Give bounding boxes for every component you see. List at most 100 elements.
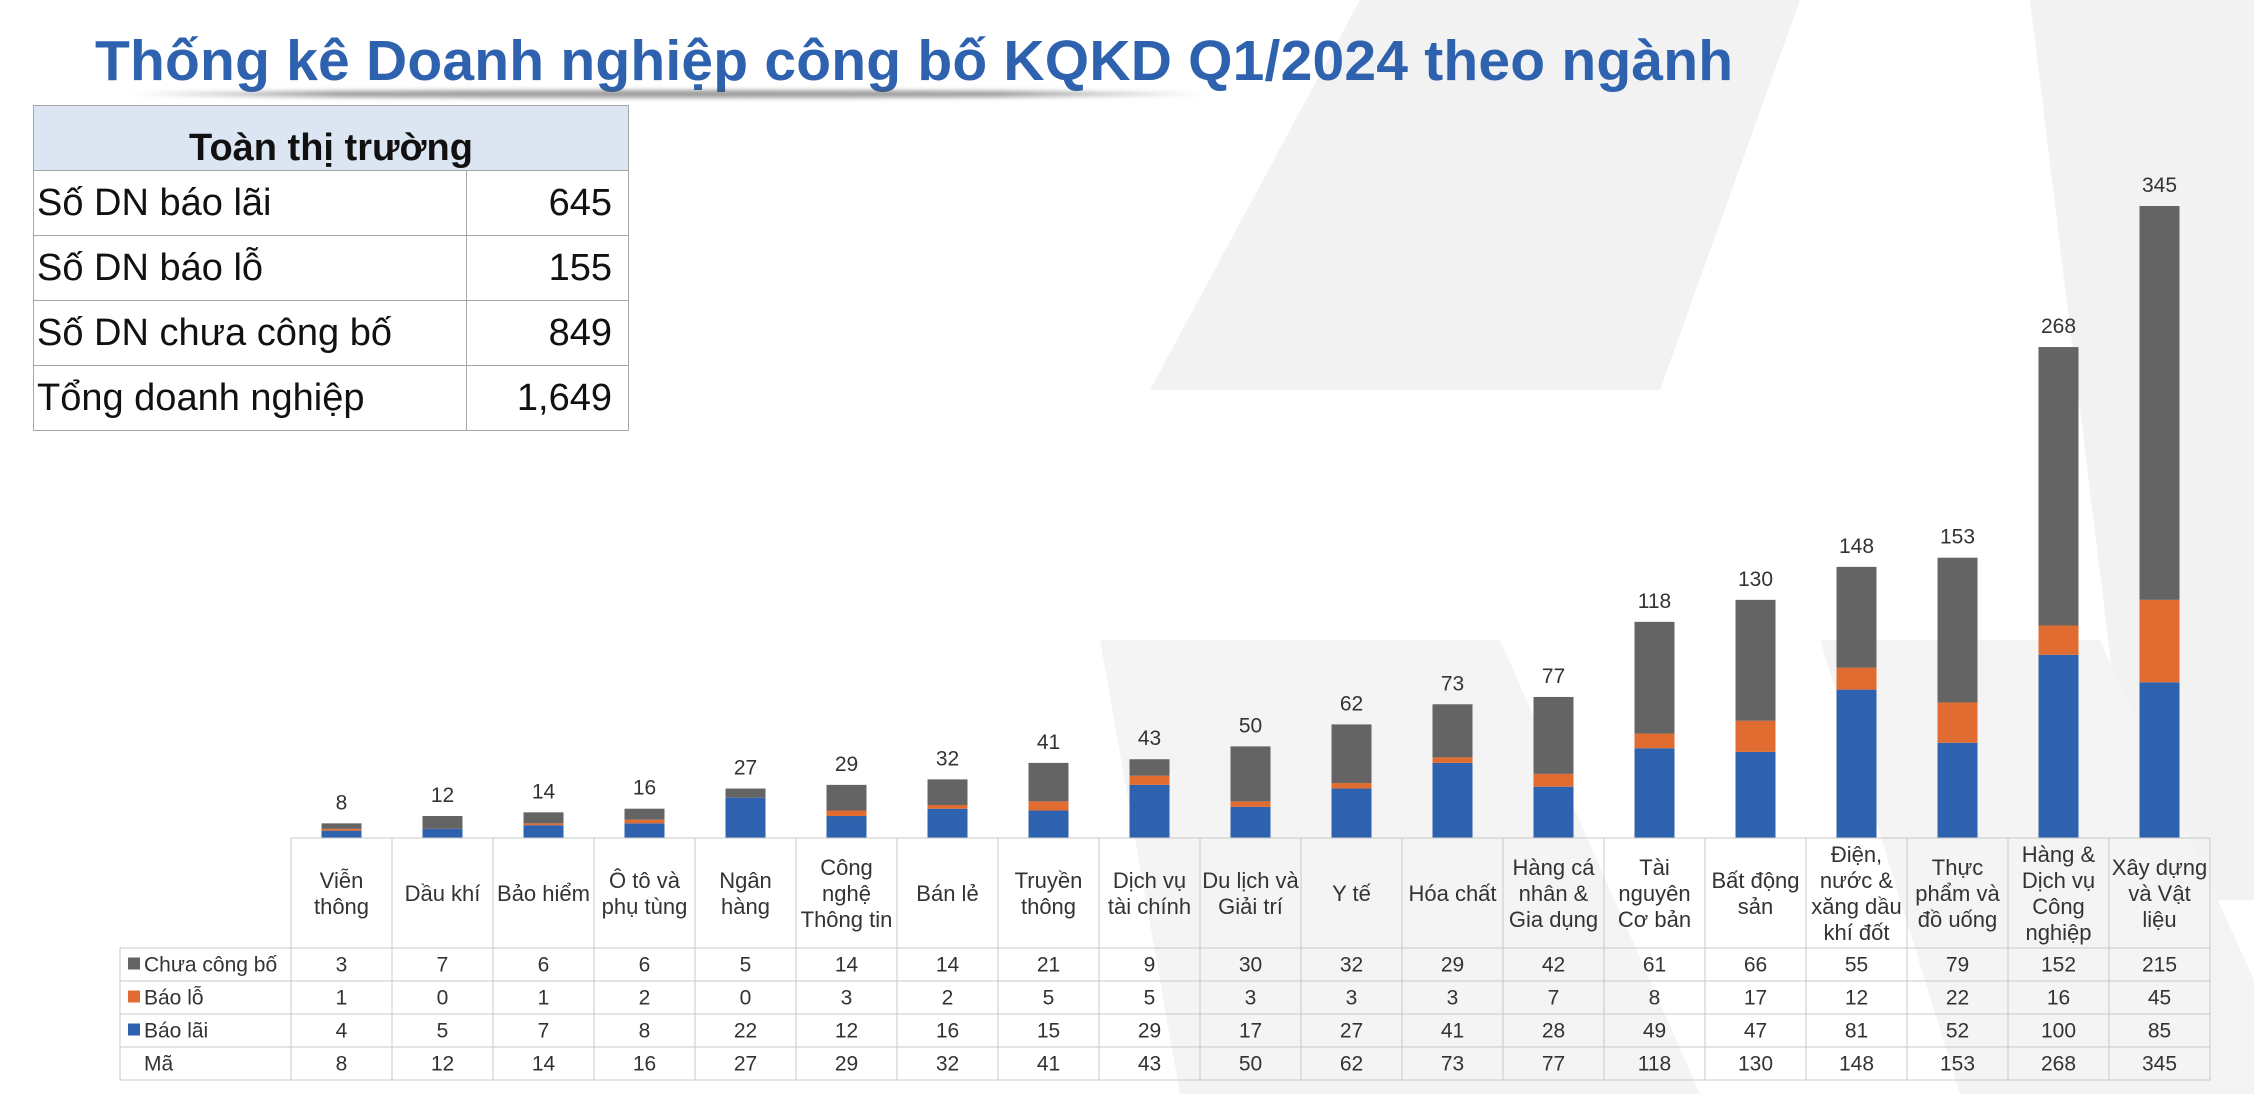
bar-segment-chua-cong-bo	[1331, 724, 1372, 784]
category-label: liệu	[2142, 907, 2176, 932]
bar-total-label: 130	[1738, 568, 1773, 591]
bar-segment-bao-lo	[1028, 801, 1069, 811]
title-underline	[118, 90, 1218, 98]
table-cell-value: 85	[2148, 1020, 2171, 1043]
table-cell-value: 8	[336, 1053, 348, 1076]
bar-segment-bao-lo	[523, 823, 564, 826]
category-label: Điện,	[1831, 842, 1882, 867]
summary-label: Số DN chưa công bố	[33, 300, 467, 366]
category-label: phẩm và	[1915, 881, 2000, 906]
category-label: Công	[2032, 894, 2085, 919]
table-cell-value: 6	[538, 954, 550, 977]
table-cell-value: 130	[1738, 1053, 1773, 1076]
table-cell-value: 28	[1542, 1020, 1565, 1043]
category-label: nước &	[1820, 868, 1894, 893]
summary-row: Số DN chưa công bố 849	[33, 300, 629, 366]
summary-row: Số DN báo lãi 645	[33, 170, 629, 236]
bar-segment-bao-lai	[1836, 689, 1877, 838]
table-cell-value: 41	[1441, 1020, 1464, 1043]
bar-total-label: 118	[1638, 590, 1671, 613]
table-row-label: Mã	[144, 1053, 173, 1076]
bar-segment-bao-lai	[927, 808, 968, 838]
bar-segment-bao-lo	[1533, 773, 1574, 787]
bar-segment-bao-lai	[321, 830, 362, 838]
category-label: thông	[1021, 894, 1076, 919]
bar-segment-bao-lai	[624, 823, 665, 838]
table-cell-value: 45	[2148, 987, 2171, 1010]
category-label: nghiệp	[2025, 920, 2091, 945]
legend-swatch-bao-lai	[128, 1023, 140, 1036]
bar-segment-chua-cong-bo	[1836, 566, 1877, 668]
category-label: sản	[1738, 894, 1773, 919]
bar-segment-bao-lai	[1533, 786, 1574, 838]
bar-segment-chua-cong-bo	[1533, 696, 1574, 774]
bar-segment-chua-cong-bo	[1230, 746, 1271, 802]
table-cell-value: 0	[437, 987, 449, 1010]
category-label: thông	[314, 894, 369, 919]
category-label: phụ tùng	[602, 894, 688, 919]
table-cell-value: 118	[1638, 1053, 1671, 1076]
category-label: hàng	[721, 894, 770, 919]
bar-segment-bao-lai	[422, 828, 463, 838]
table-cell-value: 8	[639, 1020, 651, 1043]
category-label: Bất động	[1711, 868, 1799, 893]
category-label: Hàng &	[2022, 842, 2096, 867]
table-cell-value: 50	[1239, 1053, 1262, 1076]
bar-segment-bao-lai	[523, 825, 564, 838]
table-cell-value: 8	[1649, 987, 1661, 1010]
table-cell-value: 16	[936, 1020, 959, 1043]
table-cell-value: 52	[1946, 1020, 1969, 1043]
category-label: Y tế	[1332, 881, 1371, 906]
table-cell-value: 2	[639, 987, 651, 1010]
bar-segment-bao-lo	[1937, 702, 1978, 743]
table-cell-value: 4	[336, 1020, 348, 1043]
category-label: Dịch vụ	[1113, 868, 1186, 893]
table-cell-value: 66	[1744, 954, 1767, 977]
table-cell-value: 6	[639, 954, 651, 977]
table-cell-value: 27	[734, 1053, 757, 1076]
table-cell-value: 27	[1340, 1020, 1363, 1043]
table-cell-value: 9	[1144, 954, 1156, 977]
bar-segment-bao-lai	[826, 816, 867, 838]
category-label: Hóa chất	[1408, 881, 1496, 906]
bar-segment-chua-cong-bo	[1028, 762, 1069, 802]
category-label: khí đốt	[1823, 920, 1889, 945]
table-cell-value: 3	[1346, 987, 1358, 1010]
bar-segment-bao-lo	[1129, 775, 1170, 785]
category-label: Ô tô và	[609, 868, 681, 893]
bar-segment-chua-cong-bo	[321, 823, 362, 829]
table-cell-value: 3	[841, 987, 853, 1010]
legend-swatch-bao-lo	[128, 990, 140, 1003]
market-summary-table: Toàn thị trường Số DN báo lãi 645 Số DN …	[33, 105, 629, 431]
bar-total-label: 148	[1839, 535, 1874, 558]
category-label: Dịch vụ	[2022, 868, 2095, 893]
bar-segment-bao-lai	[2139, 682, 2180, 838]
bar-total-label: 50	[1239, 714, 1262, 737]
bar-segment-chua-cong-bo	[1129, 759, 1170, 776]
table-cell-value: 55	[1845, 954, 1868, 977]
table-cell-value: 1	[538, 987, 550, 1010]
bar-segment-chua-cong-bo	[1937, 557, 1978, 703]
category-label: Gia dụng	[1509, 907, 1598, 932]
category-label: Bảo hiểm	[497, 881, 590, 906]
table-cell-value: 7	[1548, 987, 1560, 1010]
bar-total-label: 14	[532, 780, 556, 803]
table-cell-value: 30	[1239, 954, 1262, 977]
table-cell-value: 7	[437, 954, 449, 977]
category-label: nghệ	[822, 881, 871, 906]
bar-segment-chua-cong-bo	[826, 784, 867, 811]
bar-segment-chua-cong-bo	[1432, 704, 1473, 758]
bar-segment-bao-lai	[1331, 788, 1372, 838]
table-cell-value: 268	[2041, 1053, 2076, 1076]
table-cell-value: 14	[835, 954, 859, 977]
bar-segment-bao-lai	[1432, 762, 1473, 838]
table-cell-value: 3	[1447, 987, 1459, 1010]
summary-row: Tổng doanh nghiệp 1,649	[33, 365, 629, 431]
table-cell-value: 0	[740, 987, 752, 1010]
bar-total-label: 268	[2041, 315, 2076, 338]
table-cell-value: 5	[437, 1020, 449, 1043]
bar-total-label: 43	[1138, 727, 1161, 750]
table-row-label: Chưa công bố	[144, 954, 277, 977]
table-cell-value: 16	[2047, 987, 2070, 1010]
table-cell-value: 32	[1340, 954, 1363, 977]
